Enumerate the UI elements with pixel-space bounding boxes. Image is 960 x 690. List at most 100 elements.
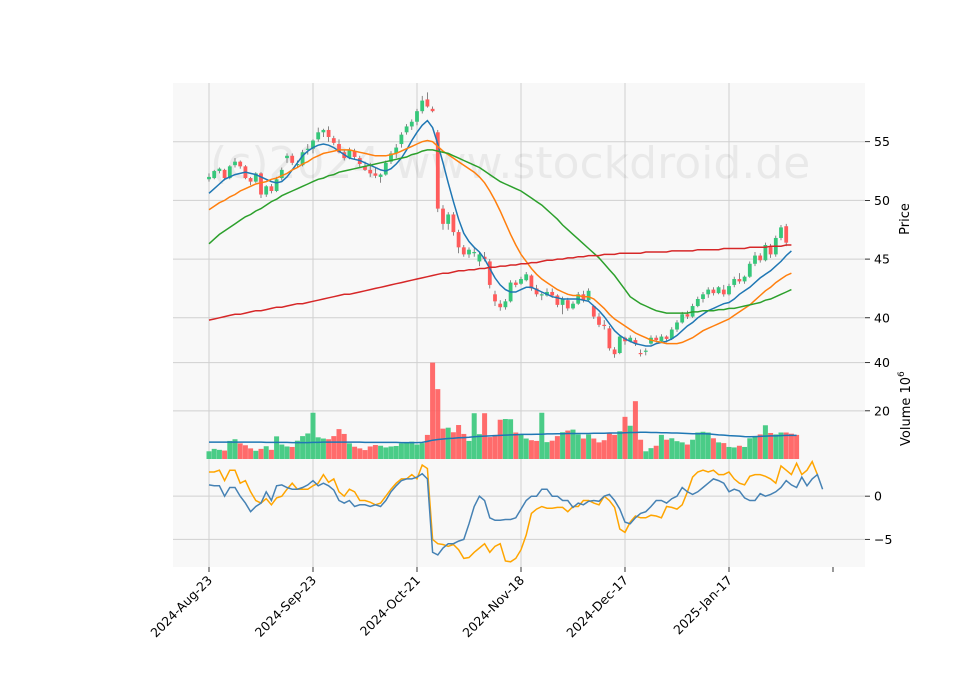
candle-body — [758, 255, 763, 261]
candle-body — [498, 303, 503, 308]
volume-bar — [206, 451, 212, 459]
candle-body — [404, 126, 409, 133]
volume-bar — [274, 436, 280, 459]
candle-body — [331, 138, 336, 143]
volume-bar — [284, 446, 290, 459]
volume-bar — [476, 434, 482, 459]
volume-bar — [289, 446, 295, 459]
volume-bar — [570, 429, 576, 459]
oscillator-axis-tick-label: 0 — [874, 489, 882, 504]
candle-body — [212, 171, 217, 179]
volume-bar — [294, 440, 300, 459]
volume-bar — [242, 445, 248, 459]
volume-bar — [747, 438, 753, 459]
volume-bar — [716, 442, 722, 459]
volume-bar — [263, 446, 269, 459]
volume-bar — [627, 425, 633, 459]
candle-body — [311, 140, 315, 149]
volume-axis-title: Volume 106 — [897, 371, 914, 446]
moving-average-line — [208, 139, 792, 345]
volume-bar — [352, 446, 358, 459]
candle-body — [233, 161, 237, 166]
candle-body — [779, 227, 783, 238]
volume-bar — [326, 439, 332, 459]
candle-body — [222, 169, 227, 179]
candle-body — [456, 232, 461, 248]
volume-bar — [404, 442, 410, 459]
volume-bar — [445, 427, 451, 459]
volume-bar — [731, 447, 737, 459]
x-axis-tick-label: 2024-Sep-23 — [252, 573, 319, 640]
candle-body — [316, 132, 321, 140]
candle-body — [253, 173, 258, 182]
volume-bar — [768, 432, 774, 459]
volume-bar — [341, 433, 347, 459]
x-axis-tick-label: 2025-Jan-17 — [670, 573, 735, 638]
volume-bar — [268, 449, 274, 459]
volume-bar — [539, 412, 545, 459]
volume-bar — [362, 450, 368, 459]
candle-body — [409, 121, 414, 127]
candle-body — [269, 186, 274, 191]
price-axis-title: Price — [898, 203, 913, 235]
candle-body — [337, 144, 341, 153]
volume-bar — [762, 425, 768, 459]
volume-bar — [643, 451, 649, 459]
volume-bar — [430, 362, 436, 459]
volume-bar — [227, 440, 233, 459]
volume-bar — [383, 447, 389, 459]
candle-body — [446, 214, 451, 224]
candle-body — [591, 306, 596, 317]
candle-body — [597, 316, 601, 325]
volume-bar — [560, 432, 566, 459]
candle-body — [279, 169, 284, 179]
candle-body — [461, 247, 466, 255]
volume-bar — [778, 432, 784, 459]
candle-body — [664, 336, 669, 339]
volume-bar — [518, 433, 524, 459]
candle-body — [565, 300, 570, 309]
candle-body — [742, 276, 747, 282]
volume-bar — [357, 448, 363, 459]
volume-bar — [388, 446, 394, 459]
price-panel-background — [173, 83, 865, 353]
volume-bar — [664, 439, 670, 459]
moving-average-line — [208, 119, 792, 347]
volume-bar — [497, 419, 503, 459]
candle-body — [784, 226, 789, 243]
candle-body — [415, 111, 419, 122]
volume-bar — [544, 442, 550, 459]
volume-bar — [690, 439, 696, 459]
volume-bar — [710, 438, 716, 459]
candle-body — [264, 186, 269, 195]
volume-bar — [398, 443, 404, 459]
volume-bar — [346, 443, 352, 459]
volume-bar — [783, 432, 789, 459]
volume-bar — [372, 445, 378, 459]
volume-bar — [684, 444, 690, 459]
volume-bar — [700, 431, 706, 459]
candle-body — [695, 299, 700, 307]
volume-panel — [206, 362, 800, 459]
candle-body — [555, 295, 560, 305]
candle-body — [467, 249, 471, 255]
candle-body — [643, 350, 648, 352]
candle-body — [248, 178, 253, 182]
volume-bar — [669, 438, 675, 459]
candle-body — [768, 246, 773, 255]
candle-body — [259, 173, 263, 195]
volume-bar — [440, 428, 446, 459]
volume-bar — [648, 448, 654, 459]
volume-bar — [435, 389, 441, 459]
candle-body — [420, 100, 425, 112]
candle-body — [524, 274, 529, 281]
candle-body — [321, 129, 326, 133]
candle-body — [607, 328, 612, 349]
volume-bar — [211, 448, 217, 459]
volume-bar — [773, 434, 779, 459]
candle-body — [300, 152, 305, 166]
volume-bar — [794, 434, 800, 459]
volume-bar — [216, 449, 222, 459]
volume-bar — [721, 443, 727, 459]
volume-bar — [601, 440, 607, 459]
